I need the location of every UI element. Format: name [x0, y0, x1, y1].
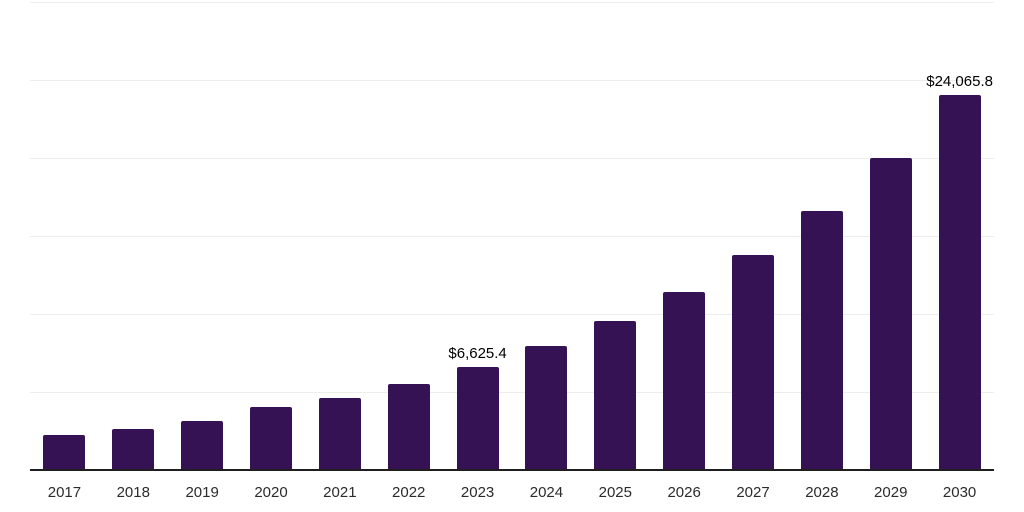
bar-2018 — [112, 429, 155, 470]
x-tick-label-2018: 2018 — [116, 484, 150, 501]
bar-2026 — [663, 292, 706, 470]
bar-2021 — [318, 398, 361, 470]
bar-column-2023: $6,625.4 — [443, 2, 512, 470]
bar-column-2029 — [856, 2, 925, 470]
x-tick-label-2030: 2030 — [942, 484, 977, 501]
x-tick-label-2026: 2026 — [667, 484, 701, 501]
bar-2025 — [594, 320, 637, 470]
bar-column-2028 — [787, 2, 856, 470]
data-label-2023: $6,625.4 — [448, 344, 507, 362]
x-tick-label-2020: 2020 — [254, 484, 288, 501]
bar-column-2024 — [512, 2, 581, 470]
x-tick-label-2027: 2027 — [736, 484, 770, 501]
data-label-2030: $24,065.8 — [926, 72, 993, 90]
x-tick-label-2028: 2028 — [805, 484, 839, 501]
bar-2017 — [43, 435, 86, 470]
x-axis-tick-labels: 2017 2018 2019 2020 2021 2022 2023 2024 2025 2026… — [30, 484, 994, 502]
bar-column-2027 — [719, 2, 788, 470]
bar-2020 — [250, 407, 292, 470]
bar-column-2017 — [30, 2, 99, 470]
bar-2027 — [732, 254, 775, 470]
x-tick-label-2017: 2017 — [47, 484, 82, 501]
bar-columns: $6,625.4 $24,065.8 — [30, 2, 994, 470]
x-tick-label-2019: 2019 — [185, 484, 219, 501]
bar-2030 — [938, 94, 981, 470]
bar-column-2021 — [305, 2, 374, 470]
bar-column-2022 — [374, 2, 443, 470]
x-tick-label-2024: 2024 — [529, 484, 564, 501]
bar-2024 — [525, 345, 568, 470]
gridline — [30, 236, 994, 237]
bar-column-2030: $24,065.8 — [925, 2, 994, 470]
x-tick-label-2023: 2023 — [460, 484, 495, 501]
gridline — [30, 314, 994, 315]
bar-column-2018 — [99, 2, 168, 470]
plot-area: $6,625.4 $24,065.8 — [30, 2, 994, 471]
gridline — [30, 80, 994, 81]
x-axis-line — [30, 469, 994, 471]
x-tick-label-2021: 2021 — [323, 484, 357, 501]
bar-2028 — [800, 211, 843, 470]
x-tick-label-2022: 2022 — [392, 484, 426, 501]
bar-2029 — [869, 158, 912, 470]
bar-2019 — [181, 420, 224, 470]
gridline — [30, 392, 994, 393]
bar-column-2019 — [168, 2, 237, 470]
gridline — [30, 158, 994, 159]
bar-column-2026 — [650, 2, 719, 470]
x-tick-label-2025: 2025 — [598, 484, 632, 501]
bar-column-2025 — [581, 2, 650, 470]
bar-2022 — [387, 384, 430, 470]
bar-2023 — [456, 366, 499, 470]
bar-column-2020 — [237, 2, 306, 470]
gridline — [30, 2, 994, 3]
x-tick-label-2029: 2029 — [874, 484, 908, 501]
